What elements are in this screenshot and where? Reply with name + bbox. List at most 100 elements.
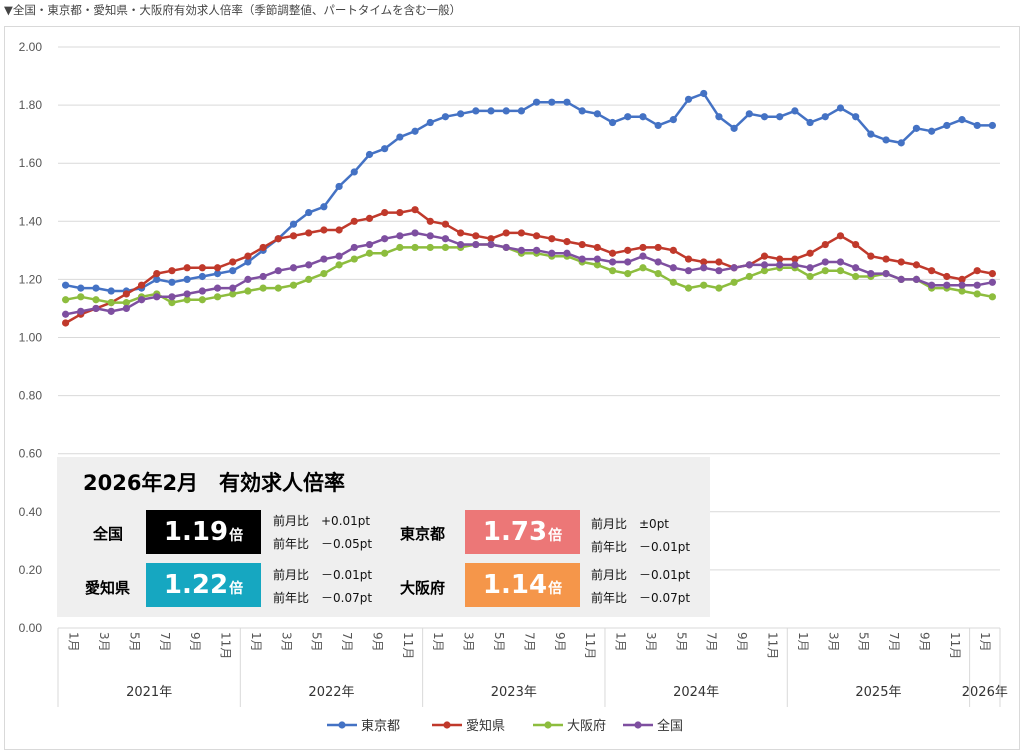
yoy-label-national: 前年比 xyxy=(273,537,310,551)
data-point xyxy=(213,264,222,272)
data-point xyxy=(897,275,905,283)
data-point xyxy=(381,145,389,153)
x-month-label: 7月 xyxy=(887,632,901,652)
y-tick-label: 0.20 xyxy=(19,563,43,577)
data-point xyxy=(168,293,176,301)
data-point xyxy=(836,232,845,240)
mom-aichi: －0.01pt xyxy=(321,568,373,582)
data-point xyxy=(548,249,556,257)
data-point xyxy=(426,217,434,225)
data-point xyxy=(335,261,343,269)
data-point xyxy=(168,299,176,307)
data-point xyxy=(882,136,890,144)
data-point xyxy=(168,267,176,275)
x-month-label: 1月 xyxy=(249,632,263,652)
data-point xyxy=(441,220,450,228)
data-point xyxy=(639,252,647,260)
yoy-aichi: －0.07pt xyxy=(321,591,373,605)
data-point xyxy=(669,116,677,124)
data-point xyxy=(259,272,267,281)
value-box-aichi: 1.22倍 xyxy=(146,563,261,607)
data-point xyxy=(229,290,237,298)
data-point xyxy=(198,272,206,281)
data-point xyxy=(608,258,617,266)
data-point xyxy=(654,269,662,278)
unit-national: 倍 xyxy=(229,528,244,544)
data-point xyxy=(639,113,647,121)
data-point xyxy=(943,281,951,289)
data-point xyxy=(821,258,829,266)
data-point xyxy=(593,243,601,252)
data-point xyxy=(350,168,358,176)
data-point xyxy=(381,235,389,243)
data-point xyxy=(487,107,495,115)
x-year-label: 2026年 xyxy=(962,685,1008,700)
legend: 東京都 愛知県 大阪府 全国 xyxy=(327,718,683,734)
data-point xyxy=(912,124,921,132)
data-point xyxy=(654,243,662,252)
x-month-label: 9月 xyxy=(188,632,202,652)
yoy-national: －0.05pt xyxy=(321,537,373,551)
data-point xyxy=(973,267,981,275)
data-point xyxy=(472,240,480,249)
yoy-label-osaka: 前年比 xyxy=(591,591,628,605)
data-point xyxy=(350,255,358,263)
data-point xyxy=(548,235,556,243)
data-point xyxy=(745,261,753,269)
data-point xyxy=(608,249,617,257)
data-point xyxy=(396,133,404,141)
data-point xyxy=(411,127,419,135)
data-point xyxy=(958,275,966,283)
data-point xyxy=(578,107,586,115)
data-point xyxy=(517,246,526,254)
series-line xyxy=(65,243,993,304)
data-point xyxy=(396,208,404,217)
x-axis: 1月 3月 5月 7月 9月 11月 1月 3月 5月 7月 9月 11月 1月 3月 5月 7月 9月 11月 1… xyxy=(57,628,1008,707)
data-point xyxy=(289,264,298,272)
data-point xyxy=(715,267,723,275)
data-point xyxy=(730,278,738,286)
data-point xyxy=(320,255,328,263)
data-point xyxy=(988,278,997,286)
x-month-label: 11月 xyxy=(401,632,415,659)
data-point xyxy=(745,110,753,118)
data-point xyxy=(305,208,313,217)
data-point xyxy=(335,182,343,191)
yoy-label-tokyo: 前年比 xyxy=(591,540,628,554)
data-point xyxy=(791,107,799,115)
data-point xyxy=(472,107,480,115)
data-point xyxy=(198,264,206,272)
data-point xyxy=(183,264,191,272)
data-point xyxy=(487,235,495,243)
data-point xyxy=(882,255,890,263)
region-label-tokyo: 東京都 xyxy=(400,525,446,543)
x-month-label: 5月 xyxy=(310,632,324,652)
data-point xyxy=(198,296,206,304)
data-point xyxy=(107,307,115,315)
data-point xyxy=(669,246,677,254)
data-point xyxy=(669,264,677,272)
data-point xyxy=(517,107,526,115)
x-month-label: 7月 xyxy=(340,632,354,652)
data-point xyxy=(730,264,738,272)
data-point xyxy=(897,139,905,147)
data-point xyxy=(426,232,434,240)
data-point xyxy=(624,258,632,266)
x-year-label: 2022年 xyxy=(308,685,354,700)
data-point xyxy=(624,269,632,278)
data-point xyxy=(457,110,465,118)
data-point xyxy=(122,304,130,313)
unit-aichi: 倍 xyxy=(229,581,244,597)
data-point xyxy=(760,113,769,121)
data-point xyxy=(244,252,252,260)
data-point xyxy=(137,281,146,289)
data-point xyxy=(289,281,298,289)
data-point xyxy=(381,249,389,257)
data-point xyxy=(229,284,237,292)
data-point xyxy=(988,293,997,301)
data-point xyxy=(122,290,130,298)
mom-label-national: 前月比 xyxy=(273,514,310,528)
x-month-label: 7月 xyxy=(158,632,172,652)
data-point xyxy=(122,299,130,307)
data-point xyxy=(624,246,632,254)
